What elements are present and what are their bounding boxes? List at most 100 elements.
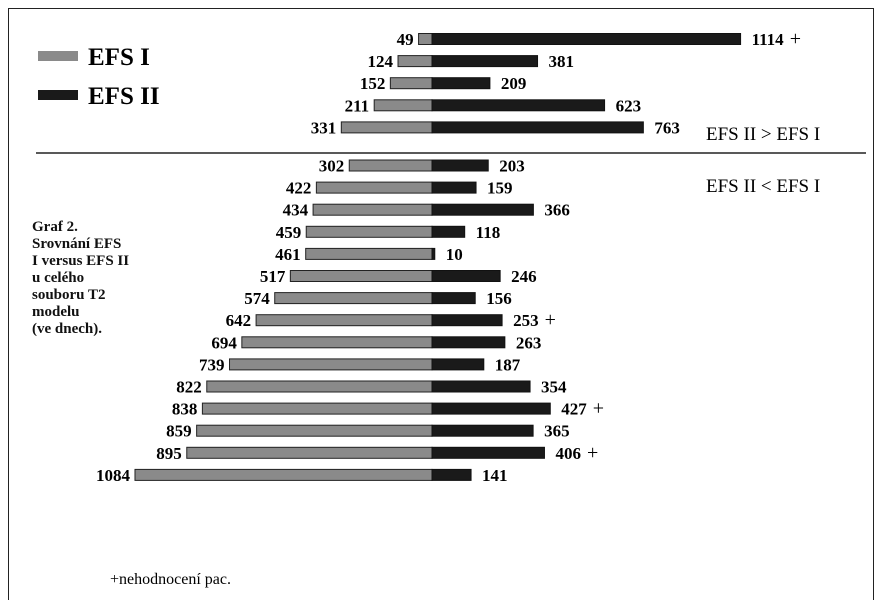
value-label-efs-i: 152 — [360, 74, 386, 93]
value-label-efs-ii: 118 — [476, 223, 501, 242]
caption-line: souboru T2 — [32, 287, 106, 303]
value-label-efs-i: 459 — [276, 223, 302, 242]
value-label-efs-i: 574 — [244, 289, 270, 308]
value-label-efs-ii: 366 — [544, 201, 570, 220]
bar-efs-i — [315, 181, 433, 194]
bar-efs-i — [229, 358, 433, 371]
value-label-efs-ii: 406 — [555, 444, 581, 463]
value-label-efs-ii: 246 — [511, 267, 536, 286]
not-evaluated-marker: + — [790, 28, 801, 50]
legend-label-efs-ii: EFS II — [88, 83, 160, 110]
value-label-efs-ii: 203 — [499, 157, 524, 176]
bar-efs-ii — [431, 358, 485, 371]
value-label-efs-ii: 381 — [549, 52, 575, 71]
bar-efs-ii — [431, 225, 466, 238]
legend-swatch-efs-i — [38, 51, 78, 61]
figure-frame — [8, 8, 874, 600]
caption-line: modelu — [32, 304, 80, 320]
value-label-efs-ii: 141 — [482, 466, 508, 485]
value-label-efs-i: 434 — [283, 201, 309, 220]
caption-line: Graf 2. — [32, 219, 78, 235]
footnote: +nehodnocení pac. — [110, 571, 231, 588]
region-label-above: EFS II > EFS I — [706, 124, 820, 145]
bar-efs-ii — [431, 247, 436, 260]
bar-efs-ii — [431, 314, 503, 327]
value-label-efs-i: 331 — [311, 118, 337, 137]
bar-efs-i — [305, 225, 433, 238]
bar-efs-ii — [431, 159, 489, 172]
bar-efs-i — [312, 203, 433, 216]
value-label-efs-ii: 263 — [516, 333, 542, 352]
value-label-efs-ii: 1114 — [752, 30, 785, 49]
bar-efs-ii — [431, 292, 476, 305]
bar-efs-i — [206, 380, 433, 393]
value-label-efs-ii: 623 — [616, 96, 642, 115]
caption-line: Srovnání EFS — [32, 236, 122, 252]
bar-efs-i — [134, 468, 433, 481]
bar-efs-ii — [431, 446, 545, 459]
value-label-efs-ii: 156 — [486, 289, 512, 308]
value-label-efs-ii: 209 — [501, 74, 527, 93]
not-evaluated-marker: + — [545, 309, 556, 331]
bar-efs-i — [201, 402, 433, 415]
value-label-efs-i: 694 — [211, 333, 237, 352]
value-label-efs-i: 895 — [156, 444, 182, 463]
value-label-efs-ii: 187 — [495, 355, 521, 374]
bar-efs-i — [289, 270, 433, 282]
value-label-efs-i: 517 — [260, 267, 286, 286]
value-label-efs-ii: 10 — [446, 245, 463, 264]
bar-efs-i — [340, 121, 433, 134]
value-label-efs-i: 822 — [176, 378, 202, 397]
value-label-efs-i: 422 — [286, 179, 312, 198]
bar-efs-ii — [431, 77, 491, 90]
bar-efs-ii — [431, 181, 477, 194]
bar-efs-i — [389, 77, 433, 90]
bar-efs-ii — [431, 380, 531, 393]
value-label-efs-ii: 354 — [541, 378, 567, 397]
value-label-efs-ii: 159 — [487, 179, 512, 198]
value-label-efs-i: 211 — [345, 96, 370, 115]
bar-efs-ii — [431, 33, 742, 45]
bar-efs-ii — [431, 424, 534, 437]
bar-efs-i — [196, 424, 433, 437]
caption-line: (ve dnech). — [32, 321, 102, 337]
value-label-efs-ii: 253 — [513, 311, 539, 330]
bar-efs-ii — [431, 336, 506, 349]
value-label-efs-i: 859 — [166, 422, 192, 441]
value-label-efs-i: 302 — [319, 157, 345, 176]
bar-efs-ii — [431, 99, 606, 112]
value-label-efs-i: 642 — [226, 311, 252, 330]
caption-line: u celého — [32, 270, 85, 286]
bar-efs-ii — [431, 270, 501, 282]
not-evaluated-marker: + — [593, 398, 604, 420]
value-label-efs-i: 461 — [275, 245, 301, 264]
bar-efs-ii — [431, 55, 539, 68]
bar-efs-ii — [431, 203, 534, 216]
value-label-efs-i: 124 — [368, 52, 394, 71]
value-label-efs-i: 1084 — [96, 466, 131, 485]
bars-group: 49 1114 +124 381 152 209 211 623 331 763 302 203 422… — [96, 28, 801, 485]
bar-efs-i — [373, 99, 433, 112]
value-label-efs-ii: 427 — [561, 400, 587, 419]
value-label-efs-i: 838 — [172, 400, 198, 419]
caption-line: I versus EFS II — [32, 253, 130, 269]
region-label-below: EFS II < EFS I — [706, 176, 820, 197]
bar-efs-ii — [431, 402, 551, 415]
legend-label-efs-i: EFS I — [88, 44, 150, 71]
bar-efs-i — [186, 446, 433, 459]
legend: EFS I EFS II — [38, 44, 160, 110]
value-label-efs-ii: 763 — [654, 118, 680, 137]
bar-efs-ii — [431, 468, 472, 481]
bar-efs-ii — [431, 121, 644, 134]
value-label-efs-i: 49 — [397, 30, 414, 49]
bar-efs-i — [241, 336, 433, 349]
bar-efs-i — [255, 314, 433, 327]
bar-efs-i — [397, 55, 433, 68]
bar-efs-i — [418, 33, 433, 45]
bar-efs-i — [274, 292, 433, 305]
chart-caption: Graf 2. Srovnání EFS I versus EFS II u c… — [32, 219, 172, 338]
bar-efs-i — [305, 247, 433, 260]
value-label-efs-i: 739 — [199, 355, 225, 374]
legend-swatch-efs-ii — [38, 90, 78, 100]
